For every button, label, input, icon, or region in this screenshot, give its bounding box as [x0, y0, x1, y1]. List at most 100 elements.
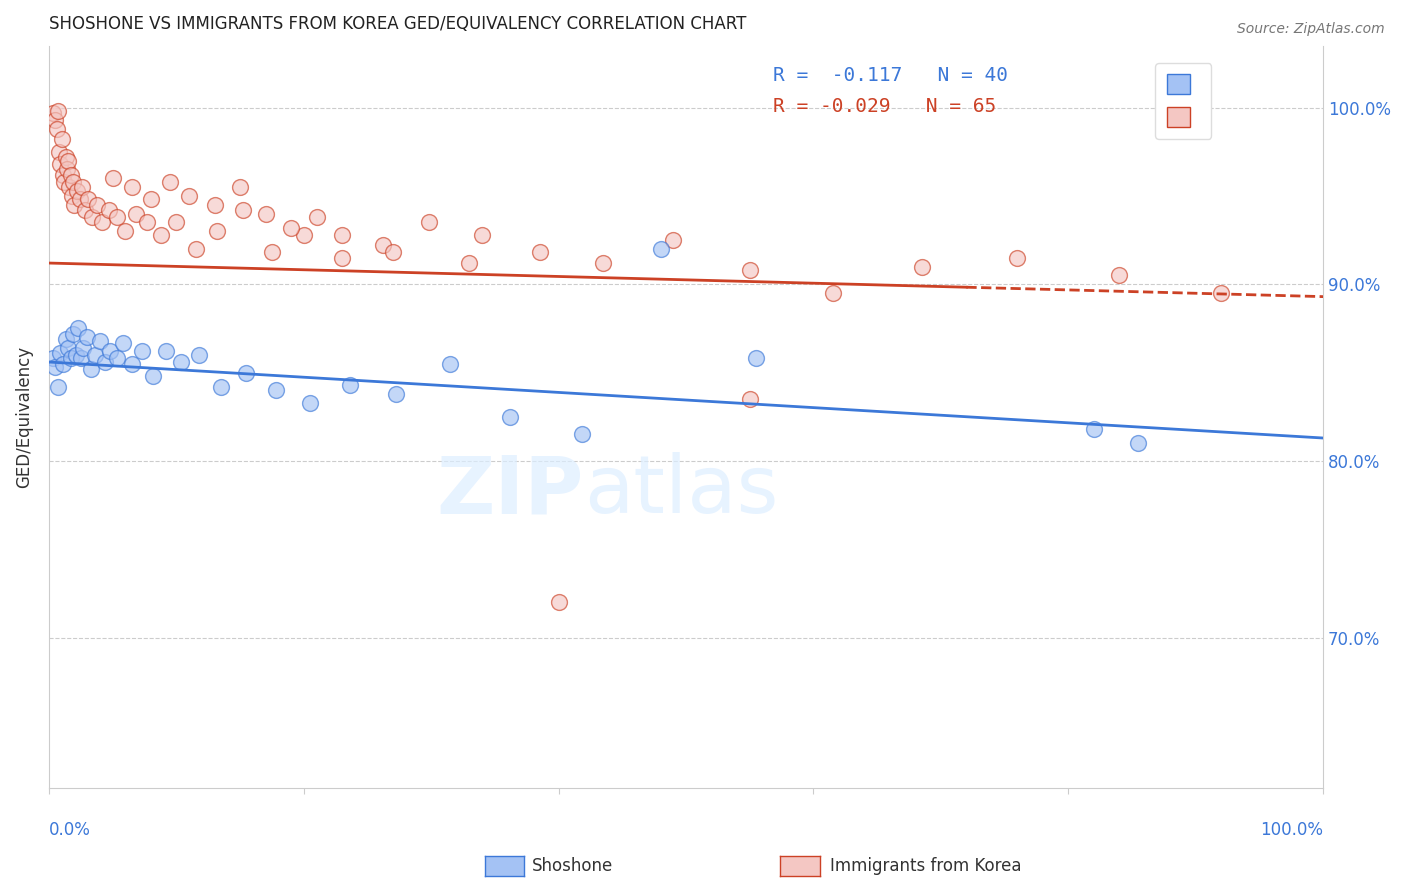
Point	[738, 392, 761, 406]
Point	[69, 351, 91, 366]
Point	[155, 344, 177, 359]
Point	[209, 380, 232, 394]
Text: atlas: atlas	[583, 452, 779, 530]
Point	[59, 168, 82, 182]
Point	[73, 202, 96, 217]
Point	[305, 210, 328, 224]
Point	[46, 380, 69, 394]
Point	[254, 206, 277, 220]
Point	[65, 348, 87, 362]
Point	[330, 251, 353, 265]
Point	[1007, 251, 1029, 265]
Point	[46, 104, 69, 119]
Point	[418, 215, 440, 229]
Point	[439, 357, 461, 371]
Point	[105, 210, 128, 224]
Text: 0.0%: 0.0%	[49, 822, 91, 839]
Point	[139, 193, 162, 207]
Point	[52, 168, 75, 182]
Point	[547, 595, 569, 609]
Text: R =  -0.117   N = 40: R = -0.117 N = 40	[773, 66, 1008, 85]
Point	[662, 233, 685, 247]
Text: Immigrants from Korea: Immigrants from Korea	[830, 857, 1021, 875]
Point	[59, 351, 82, 366]
Point	[56, 153, 79, 168]
Point	[745, 351, 768, 366]
Point	[42, 105, 65, 120]
Point	[97, 202, 120, 217]
Y-axis label: GED/Equivalency: GED/Equivalency	[15, 346, 32, 488]
Point	[650, 242, 672, 256]
Point	[77, 193, 100, 207]
Point	[80, 362, 103, 376]
Point	[330, 227, 353, 242]
Point	[738, 263, 761, 277]
Point	[49, 157, 72, 171]
Point	[42, 351, 65, 366]
Point	[142, 369, 165, 384]
Point	[51, 132, 73, 146]
Point	[280, 220, 302, 235]
Point	[1108, 268, 1130, 283]
Point	[98, 344, 121, 359]
Point	[911, 260, 934, 274]
Point	[382, 245, 405, 260]
Point	[67, 321, 90, 335]
Point	[121, 357, 143, 371]
Point	[66, 184, 89, 198]
Point	[264, 384, 287, 398]
Point	[821, 286, 844, 301]
Point	[299, 395, 322, 409]
Point	[204, 198, 226, 212]
Point	[384, 387, 406, 401]
Point	[229, 180, 252, 194]
Text: R = -0.029   N = 65: R = -0.029 N = 65	[773, 97, 995, 116]
Point	[165, 215, 187, 229]
Point	[48, 145, 70, 159]
Point	[62, 175, 84, 189]
Point	[136, 215, 159, 229]
Point	[458, 256, 481, 270]
Point	[571, 427, 593, 442]
Point	[49, 346, 72, 360]
Point	[82, 210, 104, 224]
Point	[83, 348, 105, 362]
Point	[62, 326, 84, 341]
Point	[63, 198, 86, 212]
Point	[69, 193, 91, 207]
Point	[592, 256, 614, 270]
Point	[1083, 422, 1105, 436]
Legend: , : ,	[1156, 62, 1212, 139]
Point	[91, 215, 114, 229]
Point	[114, 224, 136, 238]
Point	[86, 198, 108, 212]
Text: SHOSHONE VS IMMIGRANTS FROM KOREA GED/EQUIVALENCY CORRELATION CHART: SHOSHONE VS IMMIGRANTS FROM KOREA GED/EQ…	[49, 15, 747, 33]
Point	[124, 206, 146, 220]
Point	[89, 334, 111, 348]
Point	[72, 341, 94, 355]
Point	[121, 180, 143, 194]
Point	[53, 175, 76, 189]
Point	[76, 330, 98, 344]
Point	[292, 227, 315, 242]
Point	[105, 351, 128, 366]
Point	[179, 189, 201, 203]
Text: 100.0%: 100.0%	[1260, 822, 1323, 839]
Point	[56, 341, 79, 355]
Point	[70, 180, 93, 194]
Point	[184, 242, 207, 256]
Point	[260, 245, 283, 260]
Point	[58, 180, 80, 194]
Text: ZIP: ZIP	[437, 452, 583, 530]
Point	[499, 409, 522, 424]
Point	[94, 355, 117, 369]
Point	[529, 245, 551, 260]
Point	[159, 175, 181, 189]
Point	[111, 335, 134, 350]
Text: Source: ZipAtlas.com: Source: ZipAtlas.com	[1237, 22, 1385, 37]
Point	[339, 378, 361, 392]
Point	[55, 332, 77, 346]
Point	[131, 344, 153, 359]
Point	[56, 162, 79, 177]
Point	[45, 121, 67, 136]
